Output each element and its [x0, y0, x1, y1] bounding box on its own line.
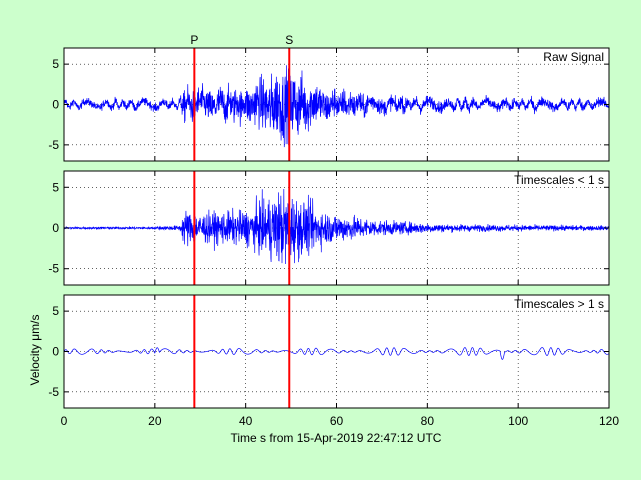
- signal-trace: [63, 65, 610, 148]
- phase-label-s: S: [285, 33, 293, 47]
- signal-trace: [63, 188, 610, 265]
- signal-trace: [63, 347, 610, 360]
- x-axis-label: Time s from 15-Apr-2019 22:47:12 UTC: [231, 431, 442, 445]
- x-tick-label: 60: [330, 414, 344, 428]
- panel-label: Timescales < 1 s: [514, 173, 604, 187]
- panel-3: -5 0 5 Timescales > 1 s: [48, 294, 610, 409]
- y-tick-label: -5: [48, 385, 59, 399]
- panel-1: -5 0 5 Raw Signal: [48, 47, 610, 162]
- x-tick-label: 40: [239, 414, 253, 428]
- panel-label: Timescales > 1 s: [514, 297, 604, 311]
- x-tick-label: 80: [421, 414, 435, 428]
- y-axis-label: Velocity μm/s: [28, 315, 42, 386]
- y-tick-label: 5: [52, 304, 59, 318]
- panel-2: -5 0 5 Timescales < 1 s: [48, 170, 610, 286]
- y-tick-label: 0: [52, 221, 59, 235]
- y-tick-label: 0: [52, 98, 59, 112]
- x-tick-label: 100: [508, 414, 528, 428]
- x-tick-label: 20: [148, 414, 162, 428]
- y-tick-label: 0: [52, 345, 59, 359]
- y-tick-label: 5: [52, 180, 59, 194]
- panel-label: Raw Signal: [543, 50, 604, 64]
- phase-label-p: P: [190, 33, 198, 47]
- x-tick-label: 0: [61, 414, 68, 428]
- y-tick-label: -5: [48, 138, 59, 152]
- y-tick-label: 5: [52, 57, 59, 71]
- y-tick-label: -5: [48, 262, 59, 276]
- x-tick-label: 120: [599, 414, 619, 428]
